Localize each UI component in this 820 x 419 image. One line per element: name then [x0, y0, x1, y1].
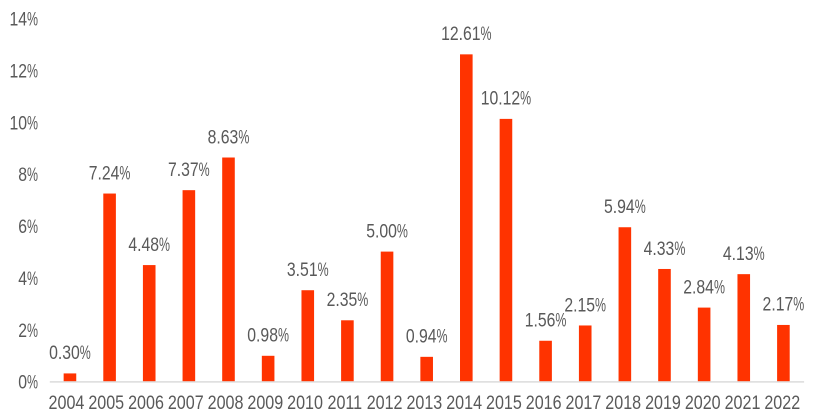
svg-text:2010: 2010 — [287, 392, 323, 414]
svg-text:2008: 2008 — [208, 392, 244, 414]
svg-text:10.12%: 10.12% — [481, 87, 531, 109]
svg-text:2020: 2020 — [685, 392, 721, 414]
svg-text:2021: 2021 — [725, 392, 761, 414]
svg-text:0.94%: 0.94% — [406, 325, 448, 347]
svg-text:0.30%: 0.30% — [49, 342, 91, 364]
svg-text:2006: 2006 — [128, 392, 164, 414]
svg-text:2005: 2005 — [88, 392, 124, 414]
svg-text:2013: 2013 — [406, 392, 442, 414]
svg-text:5.00%: 5.00% — [366, 220, 408, 242]
svg-text:3.51%: 3.51% — [287, 259, 329, 281]
svg-text:1.56%: 1.56% — [525, 309, 567, 331]
svg-text:2022: 2022 — [764, 392, 800, 414]
svg-text:4.48%: 4.48% — [128, 233, 170, 255]
svg-text:4%: 4% — [18, 268, 38, 290]
svg-text:2%: 2% — [18, 319, 38, 341]
svg-text:2.15%: 2.15% — [564, 294, 606, 316]
svg-text:0.98%: 0.98% — [247, 324, 289, 346]
svg-text:2011: 2011 — [328, 392, 363, 414]
svg-text:2014: 2014 — [446, 392, 482, 414]
svg-text:7.24%: 7.24% — [89, 162, 131, 184]
svg-text:2009: 2009 — [247, 392, 283, 414]
svg-text:2007: 2007 — [168, 392, 204, 414]
svg-text:6%: 6% — [18, 216, 38, 238]
svg-text:8%: 8% — [18, 164, 38, 186]
svg-text:2017: 2017 — [566, 392, 602, 414]
svg-text:4.13%: 4.13% — [723, 243, 765, 265]
svg-text:2015: 2015 — [486, 392, 522, 414]
svg-text:12.61%: 12.61% — [441, 23, 491, 45]
svg-text:2018: 2018 — [605, 392, 641, 414]
svg-text:8.63%: 8.63% — [208, 126, 250, 148]
svg-text:4.33%: 4.33% — [644, 237, 686, 259]
svg-text:7.37%: 7.37% — [168, 159, 210, 181]
svg-text:0%: 0% — [18, 371, 38, 393]
svg-text:2012: 2012 — [367, 392, 403, 414]
svg-text:2.17%: 2.17% — [763, 293, 805, 315]
svg-text:12%: 12% — [9, 60, 38, 82]
svg-text:5.94%: 5.94% — [604, 196, 646, 218]
svg-text:2016: 2016 — [526, 392, 562, 414]
svg-text:14%: 14% — [9, 8, 38, 30]
svg-text:2019: 2019 — [645, 392, 681, 414]
svg-text:2.84%: 2.84% — [683, 276, 725, 298]
svg-text:2004: 2004 — [49, 392, 85, 414]
svg-text:2.35%: 2.35% — [327, 289, 369, 311]
svg-text:10%: 10% — [9, 112, 38, 134]
